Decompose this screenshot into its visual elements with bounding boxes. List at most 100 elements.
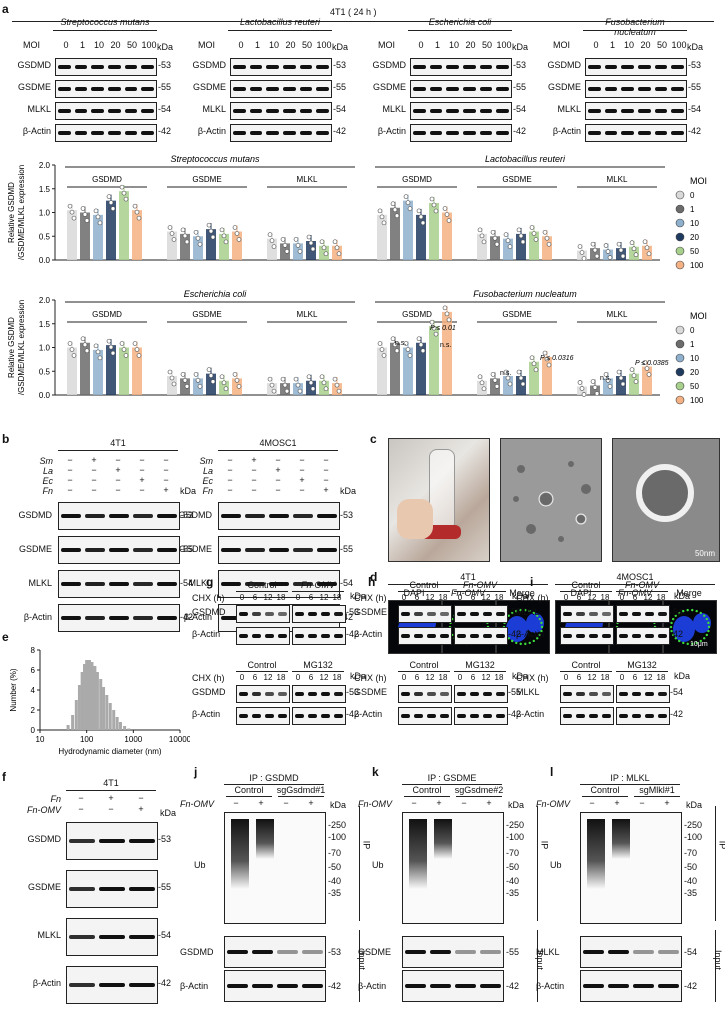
mw-label: -54 xyxy=(158,104,172,114)
blot-lane-strip-band xyxy=(249,87,263,91)
ip-side-label: IP xyxy=(539,840,550,850)
ns-annotation: n.s. xyxy=(500,370,511,377)
input-blot-band xyxy=(430,950,451,954)
data-point xyxy=(121,347,127,352)
blot-strip-band xyxy=(563,612,572,616)
blot-strip-band xyxy=(470,634,479,638)
blot-strip-band xyxy=(99,935,125,939)
ub-mw-label: -70 xyxy=(328,848,342,858)
channel-label: Merge xyxy=(509,588,535,598)
blot-strip-band xyxy=(293,514,313,518)
time-label: 0 xyxy=(563,593,569,602)
time-label: 0 xyxy=(239,593,245,602)
data-point xyxy=(219,227,225,233)
blot-strip-band xyxy=(129,887,155,891)
panel-letter: l xyxy=(550,765,554,779)
time-label: 6 xyxy=(632,593,638,602)
data-point xyxy=(633,252,639,257)
omv-dot xyxy=(682,609,685,613)
data-point xyxy=(182,233,188,239)
moi-value: 10 xyxy=(93,40,104,50)
omv-dot xyxy=(515,609,518,613)
category-label: MLKL xyxy=(607,310,628,319)
group-label: Control xyxy=(247,580,277,590)
blot-strip-band xyxy=(589,634,598,638)
blot-lane-strip-band xyxy=(588,109,601,113)
panel-b-letter: b xyxy=(2,432,10,446)
blot-strip-band xyxy=(133,514,153,518)
ub-blot xyxy=(580,812,682,924)
data-point xyxy=(629,240,635,245)
omv-dot xyxy=(519,608,522,612)
blot-lane-strip-band xyxy=(671,87,684,91)
data-point xyxy=(442,206,448,211)
data-point xyxy=(507,244,513,249)
fn-omv-label: Fn-OMV xyxy=(536,799,571,809)
blot-strip xyxy=(560,685,614,703)
blot-lane-strip-band xyxy=(588,131,601,135)
blot-lane-strip-band xyxy=(671,131,684,135)
bar xyxy=(590,385,600,395)
group-line xyxy=(616,671,668,672)
ub-mw-label: -250 xyxy=(328,820,347,830)
blot-lane-strip-band xyxy=(588,87,601,91)
moi-value: 50 xyxy=(301,40,312,50)
kda-label: kDa xyxy=(686,800,703,810)
data-point xyxy=(433,331,439,337)
blot-strip-band xyxy=(129,935,155,939)
row-label: β-Actin xyxy=(32,978,61,988)
data-point xyxy=(97,220,103,226)
data-point xyxy=(379,214,385,220)
data-point xyxy=(416,208,422,214)
data-point xyxy=(642,239,648,245)
target-label: GSDME xyxy=(354,607,388,617)
blot-lane-strip-band xyxy=(496,65,509,69)
bar xyxy=(390,342,400,395)
time-label: 6 xyxy=(470,593,476,602)
histogram-bar xyxy=(118,722,122,730)
time-label: 12 xyxy=(643,673,653,682)
mw-label: -55 xyxy=(506,947,520,957)
blot-lane-strip-band xyxy=(266,109,279,113)
mw-label: -42 xyxy=(158,978,172,988)
omv-dot xyxy=(678,639,681,643)
blot-lane-strip-band xyxy=(479,65,493,69)
treatment-label: Sm xyxy=(39,456,54,466)
species-underline xyxy=(583,30,687,31)
bar xyxy=(280,383,290,395)
omv-dot xyxy=(538,617,541,621)
data-point xyxy=(221,233,227,239)
target-label: GSDMD xyxy=(180,947,214,957)
y-tick-label: 2 xyxy=(31,706,36,715)
data-point xyxy=(429,319,435,325)
data-point xyxy=(603,372,609,377)
input-bracket xyxy=(359,930,360,1002)
mw-label: -54 xyxy=(684,947,698,957)
legend-label: 0 xyxy=(690,326,695,335)
blot-lane-strip xyxy=(230,124,332,142)
y-axis-label: Number (%) xyxy=(9,668,18,711)
histogram-bar xyxy=(102,687,106,730)
data-point xyxy=(110,206,116,211)
blot-lane-strip-band xyxy=(413,65,426,69)
bar xyxy=(377,347,387,395)
species-title: Lactobacillus reuteri xyxy=(239,17,321,27)
data-point xyxy=(310,386,316,392)
blot-strip-band xyxy=(645,714,654,718)
time-label: 0 xyxy=(295,673,301,682)
bar xyxy=(642,366,652,395)
ub-blot xyxy=(224,812,326,924)
blot-strip-band xyxy=(85,514,105,518)
data-point xyxy=(82,212,88,217)
y-axis-label-line2: /GSDME/MLKL expression xyxy=(17,300,26,395)
legend-label: 100 xyxy=(690,396,704,405)
data-point xyxy=(310,246,316,252)
bar xyxy=(390,207,400,260)
data-point xyxy=(193,372,199,377)
actin-label: β-Actin xyxy=(516,629,545,639)
mw-label: -42 xyxy=(328,981,342,991)
data-point xyxy=(494,241,500,247)
cell-line xyxy=(66,790,156,791)
data-point xyxy=(323,386,329,392)
legend-label: 10 xyxy=(690,219,699,228)
